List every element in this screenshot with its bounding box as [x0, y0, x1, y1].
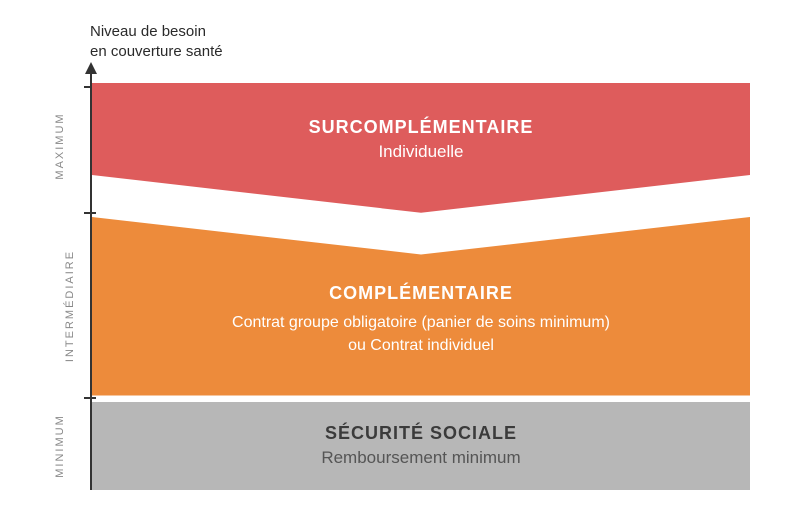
band-subtitle-line1: Contrat groupe obligatoire (panier de so…	[232, 312, 610, 334]
band-surcomplementaire: SURCOMPLÉMENTAIRE Individuelle	[92, 83, 750, 213]
band-title: COMPLÉMENTAIRE	[232, 283, 610, 304]
y-label-intermediaire: INTERMÉDIAIRE	[64, 226, 76, 386]
chart-area: SURCOMPLÉMENTAIRE Individuelle COMPLÉMEN…	[90, 70, 750, 490]
y-label-minimum: MINIMUM	[54, 386, 66, 506]
band-complementaire: COMPLÉMENTAIRE Contrat groupe obligatoir…	[92, 217, 750, 396]
band-subtitle-line2: ou Contrat individuel	[232, 335, 610, 357]
bands-container: SURCOMPLÉMENTAIRE Individuelle COMPLÉMEN…	[92, 70, 750, 490]
y-axis-title-line2: en couverture santé	[90, 43, 223, 60]
band-title: SÉCURITÉ SOCIALE	[325, 423, 517, 444]
band-title: SURCOMPLÉMENTAIRE	[309, 117, 534, 138]
band-securite-sociale: SÉCURITÉ SOCIALE Remboursement minimum	[92, 402, 750, 490]
y-axis-title-line1: Niveau de besoin	[90, 23, 206, 40]
band-subtitle: Individuelle	[309, 142, 534, 162]
band-subtitle: Remboursement minimum	[321, 448, 520, 468]
y-label-maximum: MAXIMUM	[54, 86, 66, 206]
y-axis-title: Niveau de besoin en couverture santé	[90, 22, 223, 63]
